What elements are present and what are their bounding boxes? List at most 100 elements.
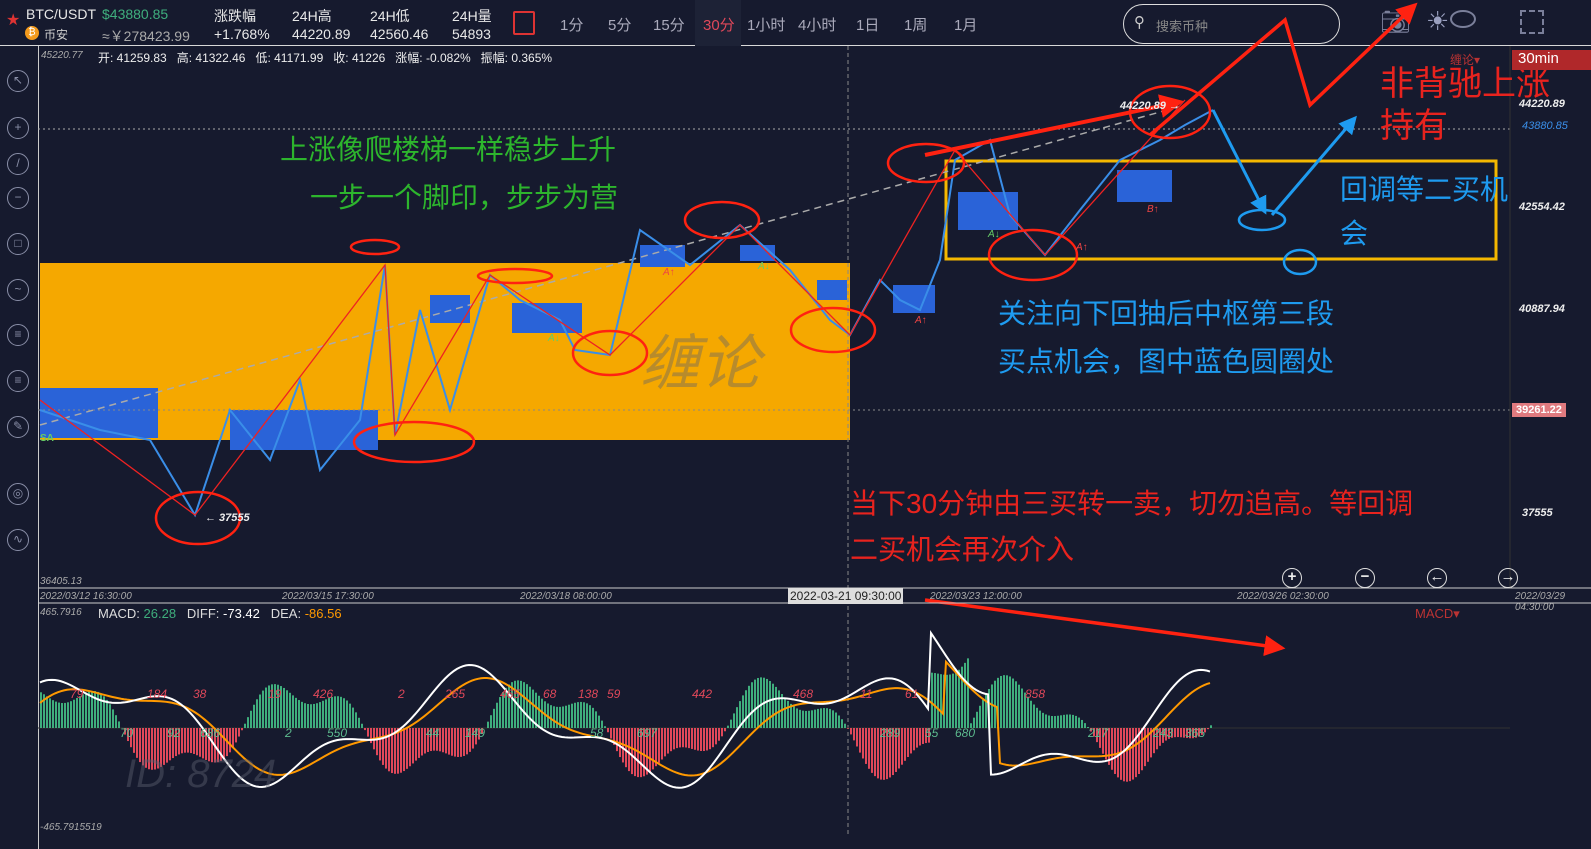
macd-menu[interactable]: MACD▾ — [1415, 606, 1460, 621]
macd-value-label: 138 — [578, 687, 599, 701]
scroll-left-button[interactable]: ← — [1427, 568, 1447, 588]
price-tick: 44220.89 — [1519, 98, 1565, 110]
macd-bar — [502, 692, 504, 728]
macd-bar — [958, 669, 960, 728]
macd-bar — [556, 706, 558, 728]
macd-bar — [868, 728, 870, 769]
line-tool-icon[interactable]: / — [7, 153, 29, 175]
macd-bar — [550, 705, 552, 728]
macd-bar — [238, 728, 240, 737]
zoom-out-button[interactable]: − — [1355, 568, 1375, 588]
theme-sun-icon[interactable]: ☀ — [1426, 6, 1450, 36]
fib-tool-icon[interactable]: ≡ — [7, 324, 29, 346]
time-tick: 2022/03/26 02:30:00 — [1237, 591, 1329, 602]
hline-tool-icon[interactable]: − — [7, 187, 29, 209]
macd-bar — [331, 696, 333, 728]
scroll-right-button[interactable]: → — [1498, 568, 1518, 588]
scale-top: 45220.77 — [41, 50, 83, 61]
macd-bar — [265, 687, 267, 728]
macd-bar — [847, 728, 849, 729]
crosshair-tool-icon[interactable]: + — [7, 117, 29, 139]
stat-value: 42560.46 — [370, 26, 429, 42]
macd-bar — [229, 728, 231, 753]
macd-value-label: 289 — [880, 726, 901, 740]
macd-bar — [256, 699, 258, 728]
macd-bar — [535, 692, 537, 728]
macd-bar — [1132, 728, 1134, 780]
price-tick: 42554.42 — [1519, 201, 1565, 213]
search-input[interactable]: ⚲ 搜索币种 — [1123, 4, 1340, 44]
annotation-green: 一步一个脚印，步步为营 — [310, 182, 619, 213]
macd-bar — [733, 713, 735, 728]
macd-bar — [754, 679, 756, 728]
chart-area[interactable] — [38, 46, 1591, 849]
macd-bar — [496, 702, 498, 728]
tf-1h[interactable]: 1小时 — [747, 17, 786, 34]
macd-bar — [667, 728, 669, 754]
macd-bar — [157, 728, 159, 769]
macd-bar — [904, 728, 906, 761]
macd-bar — [1111, 728, 1113, 770]
macd-bar — [862, 728, 864, 759]
tf-5m[interactable]: 5分 — [608, 17, 632, 34]
macd-bar — [1048, 715, 1050, 728]
macd-value-label: 68 — [543, 687, 557, 701]
signal-label: A↑ — [663, 267, 675, 278]
macd-bar — [424, 728, 426, 754]
macd-bar — [1033, 704, 1035, 728]
macd-value-label: 697 — [637, 726, 658, 740]
macd-bar — [343, 698, 345, 728]
text-tool-icon[interactable]: ≡ — [7, 370, 29, 392]
eye-icon[interactable] — [1450, 10, 1476, 28]
macd-bar — [361, 723, 363, 728]
rect-tool-icon[interactable]: □ — [7, 233, 29, 255]
macd-bar — [1000, 675, 1002, 728]
wave-tool-icon[interactable]: ~ — [7, 279, 29, 301]
favorite-star-icon[interactable]: ★ — [6, 12, 21, 29]
tf-15m[interactable]: 15分 — [653, 17, 685, 34]
macd-value-label: 149 — [465, 726, 486, 740]
macd-bar — [844, 723, 846, 728]
macd-bar — [1126, 728, 1128, 782]
indicator-tool-icon[interactable]: ∿ — [7, 529, 29, 551]
macd-bar — [631, 728, 633, 775]
tf-1mo[interactable]: 1月 — [954, 17, 978, 34]
tf-4h[interactable]: 4小时 — [798, 17, 837, 34]
tf-1w[interactable]: 1周 — [904, 17, 928, 34]
zoom-in-button[interactable]: + — [1282, 568, 1302, 588]
macd-bar — [598, 715, 600, 728]
macd-bar — [730, 719, 732, 728]
macd-bar — [820, 708, 822, 728]
macd-bar — [727, 725, 729, 728]
macd-bar — [1093, 728, 1095, 737]
tf-1d[interactable]: 1日 — [856, 17, 880, 34]
magnet-tool-icon[interactable]: ◎ — [7, 483, 29, 505]
macd-bar — [364, 728, 366, 731]
macd-bar — [457, 728, 459, 757]
chart-type-button[interactable] — [513, 11, 535, 35]
fullscreen-icon[interactable] — [1520, 10, 1544, 34]
pencil-tool-icon[interactable]: ✎ — [7, 416, 29, 438]
macd-bar — [328, 698, 330, 728]
tf-30m[interactable]: 30分 — [703, 17, 735, 34]
cursor-tool-icon[interactable]: ↖ — [7, 70, 29, 92]
macd-bar — [1063, 714, 1065, 728]
macd-bar — [1198, 728, 1200, 737]
tf-1m[interactable]: 1分 — [560, 17, 584, 34]
macd-bar — [880, 728, 882, 780]
macd-histogram — [40, 658, 1212, 782]
macd-bar — [883, 728, 885, 780]
marked-price: 39261.22 — [1512, 403, 1566, 417]
macd-bar — [679, 728, 681, 748]
macd-scale-top: 465.7916 — [40, 607, 82, 618]
blue-arrow-down — [1211, 109, 1267, 215]
macd-bar — [571, 703, 573, 728]
macd-value-label: 38 — [193, 687, 207, 701]
macd-bar — [292, 695, 294, 728]
macd-bar — [103, 696, 105, 728]
macd-bar — [418, 728, 420, 758]
macd-bar — [1150, 728, 1152, 758]
symbol[interactable]: BTC/USDT — [26, 6, 96, 22]
indicator-dropdown[interactable]: 缠论▾ — [1450, 53, 1481, 67]
macd-bar — [907, 728, 909, 758]
